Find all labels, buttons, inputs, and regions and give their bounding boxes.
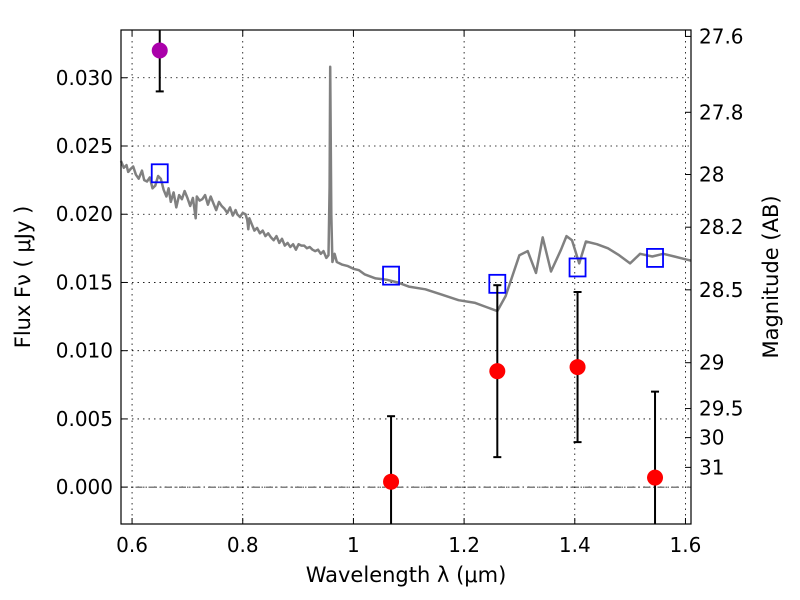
x-axis-title-text: Wavelength λ (μm) (306, 563, 507, 587)
observed-photometry-point (647, 469, 664, 486)
y2-tick-label: 28.5 (699, 278, 744, 302)
y2-axis-title: Magnitude (AB) (759, 195, 783, 358)
y-tick-label: 0.025 (56, 134, 113, 158)
observed-photometry-point (383, 473, 400, 490)
observed-photometry-point (569, 359, 586, 376)
model-spectrum (119, 65, 692, 313)
data-marks (150, 30, 664, 524)
y-tick-label: 0.010 (56, 339, 113, 363)
model-photometry-square (150, 163, 169, 184)
x-tick-label: 0.8 (227, 533, 259, 557)
y2-tick-label: 31 (699, 455, 724, 479)
x-axis-title: Wavelength λ (μm) (306, 563, 507, 587)
y2-tick-label: 28.2 (699, 215, 744, 239)
x-tick-label: 1.6 (670, 533, 702, 557)
y-axis-title-text: Flux Fν ( μJy ) (11, 206, 35, 349)
y-tick-label: 0.020 (56, 202, 113, 226)
plot-frame (120, 29, 692, 525)
grid-lines (121, 30, 691, 524)
y2-tick-label: 27.8 (699, 100, 744, 124)
model-photometry-square (646, 247, 664, 268)
x-tick-label: 1 (347, 533, 360, 557)
y-tick-label: 0.005 (56, 407, 113, 431)
x-tick-label: 1.4 (559, 533, 591, 557)
optical-detection-point (151, 42, 168, 59)
y2-tick-label: 29.5 (699, 397, 744, 421)
x-tick-label: 0.6 (116, 533, 148, 557)
y2-tick-label: 28 (699, 163, 724, 187)
model-photometry-square (382, 265, 400, 286)
model-photometry-square (568, 257, 587, 278)
axis-ticks: 0.6 0.8 1 1.2 1.4 1.6 0.000 0.005 0.010 0.015 0.02… (56, 24, 744, 557)
x-tick-label: 1.2 (448, 533, 480, 557)
y2-tick-label: 30 (699, 426, 724, 450)
y2-tick-label: 29 (699, 351, 724, 375)
y-tick-label: 0.030 (56, 66, 113, 90)
observed-photometry-point (489, 363, 506, 380)
y-tick-label: 0.015 (56, 270, 113, 294)
y2-tick-label: 27.6 (699, 24, 744, 48)
spectrum-line (119, 65, 692, 313)
y-axis-title: Flux Fν ( μJy ) (11, 206, 35, 349)
y-tick-label: 0.000 (56, 475, 113, 499)
